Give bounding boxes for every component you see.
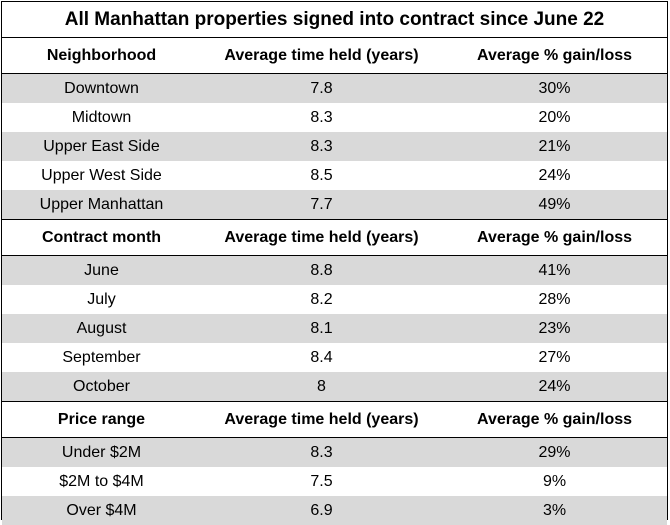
table-cell-col-2: 7.8 [201,73,442,103]
table-cell-col-2: 8.2 [310,290,333,308]
table-cell-col-2: 7.7 [201,190,442,220]
table-cell-col-2: 7.5 [310,472,333,490]
table-row: $2M to $4M 7.5 9% [2,467,667,496]
column-header: Average time held (years) [201,37,442,74]
table-cell-col-1: Upper East Side [2,132,201,161]
table-cell-col-1: Over $4M [2,496,201,525]
table-cell-col-3: 3% [442,496,668,525]
title-row: All Manhattan properties signed into con… [2,2,668,38]
table-cell-col-3: 30% [442,73,668,103]
table-cell-col-2: 6.9 [201,496,442,525]
table-cell-col-1: June [2,255,201,285]
section-header-row: Price range Average time held (years) Aver… [2,401,668,438]
table-row: Under $2M 8.3 29% [2,437,668,467]
table-cell-col-1: Upper West Side [41,166,162,184]
table-cell-col-1: Downtown [2,73,201,103]
table-cell-col-3: 29% [442,437,668,467]
table-row: June 8.8 41% [2,255,668,285]
table-cell-col-3: 27% [538,348,571,366]
column-header: Average % gain/loss [442,219,668,256]
table-cell-col-2: 8.3 [201,437,442,467]
table-cell-col-3: 20% [538,108,571,126]
table-cell-col-2: 8.3 [310,108,333,126]
table-cell-col-3: 21% [442,132,668,161]
column-header: Neighborhood [2,37,201,74]
table-cell-col-1: September [62,348,141,366]
table-cell-col-2: 8.1 [201,314,442,343]
column-header: Average time held (years) [201,219,442,256]
table-cell-col-3: 41% [442,255,668,285]
table-cell-col-1: $2M to $4M [59,472,144,490]
table-cell-col-1: August [2,314,201,343]
table-row: Upper Manhattan 7.7 49% [2,190,668,220]
table-cell-col-1: Upper Manhattan [2,190,201,220]
table-row: October 8 24% [2,372,668,402]
table-cell-col-2: 8.8 [201,255,442,285]
table-title: All Manhattan properties signed into con… [2,2,668,38]
table-row: Over $4M 6.9 3% [2,496,668,525]
table-cell-col-1: October [2,372,201,402]
column-header: Average % gain/loss [442,401,668,438]
table-row: Upper East Side 8.3 21% [2,132,668,161]
table-cell-col-2: 8 [201,372,442,402]
table-cell-col-1: July [87,290,116,308]
table-row: Upper West Side 8.5 24% [2,161,667,190]
section-header-row: Neighborhood Average time held (years) Ave… [2,37,668,74]
column-header: Price range [2,401,201,438]
column-header: Average time held (years) [201,401,442,438]
table-cell-col-1: Under $2M [2,437,201,467]
column-header: Average % gain/loss [442,37,668,74]
table-row: July 8.2 28% [2,285,667,314]
table-cell-col-3: 24% [442,372,668,402]
section-header-row: Contract month Average time held (years) A… [2,219,668,256]
table-cell-col-2: 8.4 [310,348,333,366]
table-row: Midtown 8.3 20% [2,103,667,132]
table-cell-col-3: 49% [442,190,668,220]
table-row: September 8.4 27% [2,343,667,372]
table-cell-col-3: 24% [538,166,571,184]
column-header: Contract month [2,219,201,256]
table-row: August 8.1 23% [2,314,668,343]
table-cell-col-3: 28% [538,290,571,308]
table-cell-col-3: 23% [442,314,668,343]
table-row: Downtown 7.8 30% [2,73,668,103]
table-cell-col-2: 8.5 [310,166,333,184]
table-cell-col-1: Midtown [71,108,132,126]
table-cell-col-2: 8.3 [201,132,442,161]
table-cell-col-3: 9% [542,472,567,490]
